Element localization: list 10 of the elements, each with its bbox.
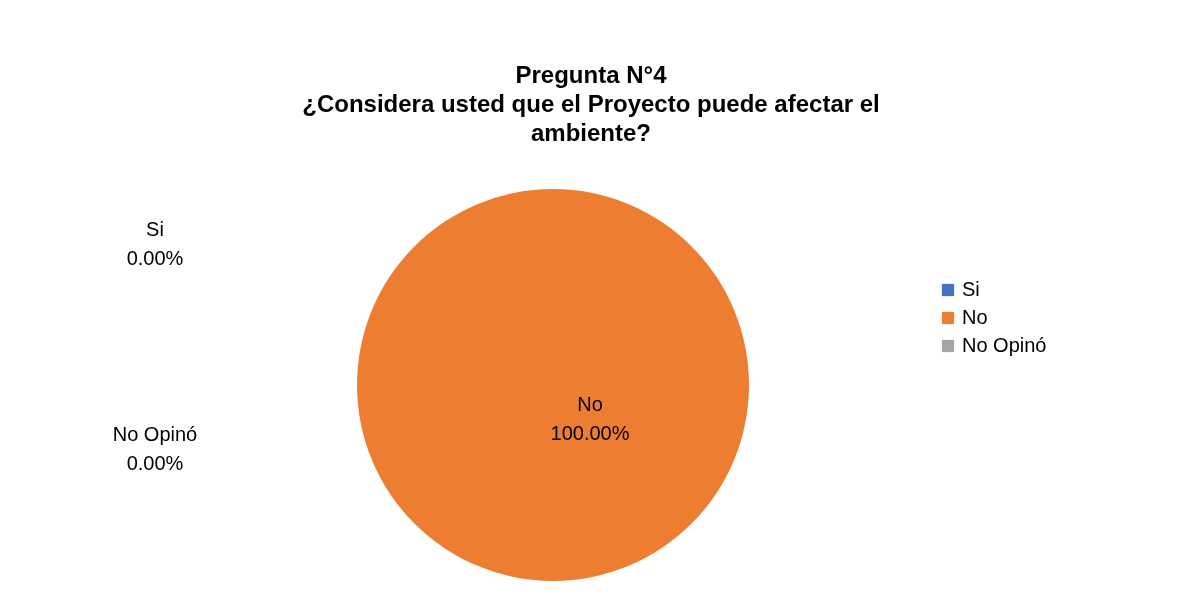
text: 0.00%	[126, 247, 184, 269]
legend-label: No Opinó	[962, 334, 1047, 356]
category-label: Si	[146, 218, 164, 240]
data-label: 100.00%	[550, 422, 630, 444]
legend-label: No	[962, 306, 988, 328]
chart-title: Pregunta N°4 ¿Considera usted que el Proyecto puede afectar el ambiente?	[302, 61, 880, 146]
category-label: No Opinó	[112, 423, 198, 445]
text: 0.00%	[126, 452, 184, 474]
slice-label: No	[577, 393, 603, 415]
legend-label: Si	[962, 278, 980, 300]
